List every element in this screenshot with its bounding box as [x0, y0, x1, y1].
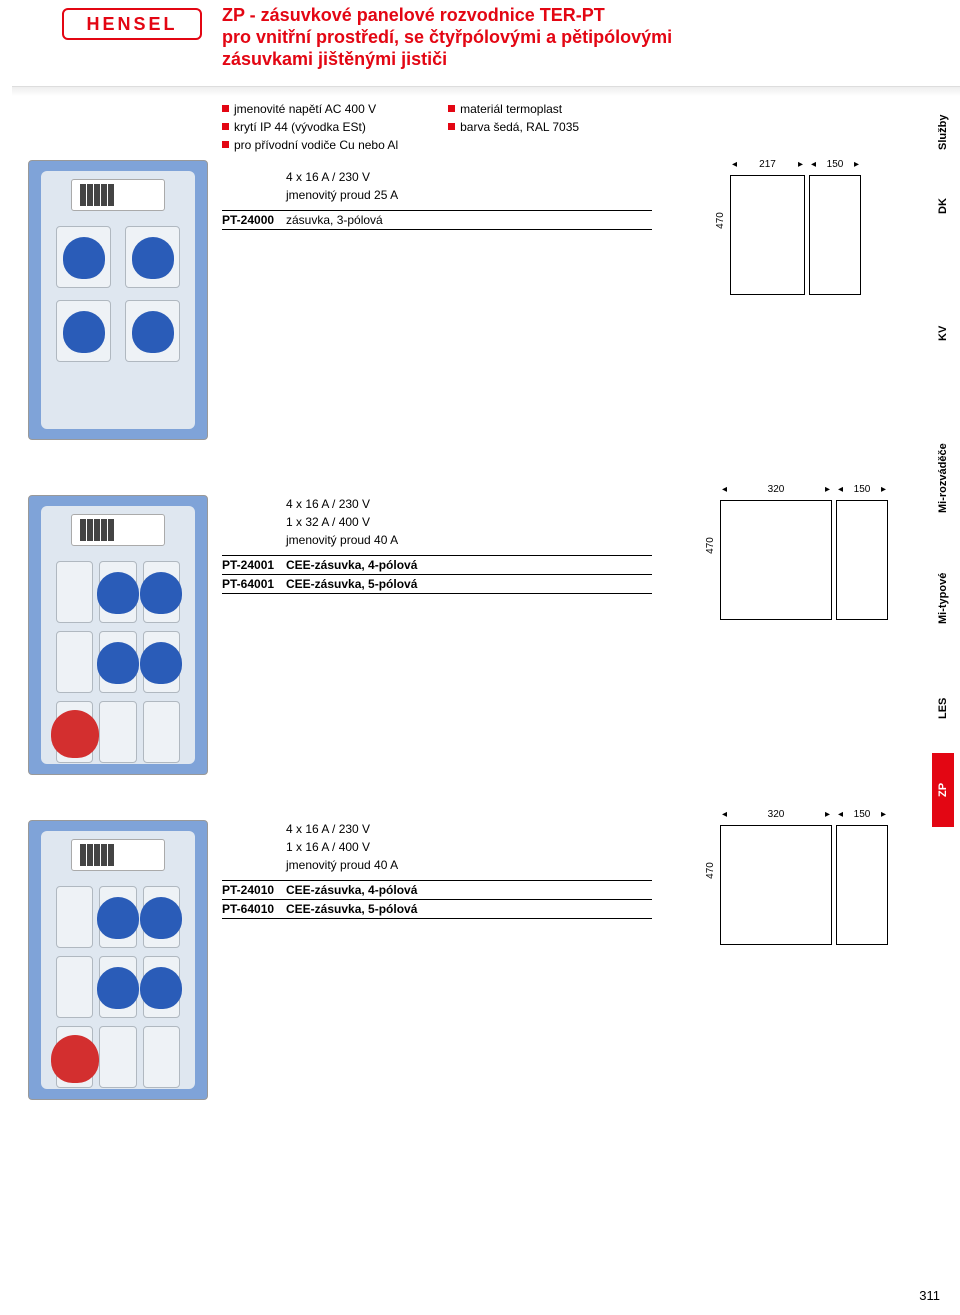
- spec-row: PT-24010 CEE-zásuvka, 4-pólová: [222, 881, 652, 900]
- spec-block-3: 4 x 16 A / 230 V 1 x 16 A / 400 V jmenov…: [222, 820, 652, 919]
- product-desc: CEE-zásuvka, 4-pólová: [286, 883, 652, 897]
- top-bullets: jmenovité napětí AC 400 V krytí IP 44 (v…: [222, 100, 712, 154]
- dimension-diagram-3: ◂320▸ 470 ◂150▸: [720, 825, 888, 945]
- brand-logo-text: HENSEL: [86, 14, 177, 35]
- title-line-1: ZP - zásuvkové panelové rozvodnice TER-P…: [222, 4, 860, 26]
- page-number: 311: [919, 1288, 940, 1303]
- bullet-item: barva šedá, RAL 7035: [448, 118, 579, 136]
- spec-line: jmenovitý proud 40 A: [222, 531, 652, 549]
- side-tab-zp[interactable]: ZP: [932, 753, 954, 827]
- product-desc: CEE-zásuvka, 4-pólová: [286, 558, 652, 572]
- dimension-diagram-2: ◂320▸ 470 ◂150▸: [720, 500, 888, 620]
- bullet-list-right: materiál termoplast barva šedá, RAL 7035: [448, 100, 579, 154]
- side-tab-sluzby[interactable]: Služby: [932, 95, 954, 169]
- bullet-item: jmenovité napětí AC 400 V: [222, 100, 398, 118]
- bullet-item: materiál termoplast: [448, 100, 579, 118]
- product-photo-3: [28, 820, 208, 1100]
- dim-width-1: 320: [729, 484, 823, 495]
- side-tab-dk[interactable]: DK: [932, 169, 954, 243]
- spec-line: 4 x 16 A / 230 V: [222, 168, 652, 186]
- side-tab-bar: Služby DK KV Mi-rozváděče Mi-typové LES …: [932, 95, 960, 827]
- title-line-2: pro vnitřní prostředí, se čtyřpólovými a…: [222, 26, 860, 48]
- spec-block-2: 4 x 16 A / 230 V 1 x 32 A / 400 V jmenov…: [222, 495, 652, 594]
- spec-line: jmenovitý proud 40 A: [222, 856, 652, 874]
- side-tab-kv[interactable]: KV: [932, 243, 954, 423]
- product-desc: CEE-zásuvka, 5-pólová: [286, 902, 652, 916]
- brand-logo: HENSEL: [62, 8, 202, 40]
- spec-line: 4 x 16 A / 230 V: [222, 820, 652, 838]
- product-code: PT-24001: [222, 558, 286, 572]
- bullet-list-left: jmenovité napětí AC 400 V krytí IP 44 (v…: [222, 100, 398, 154]
- side-tab-mi-rozvadece[interactable]: Mi-rozváděče: [932, 423, 954, 533]
- dim-width-2: 150: [818, 159, 852, 170]
- dim-width-1: 217: [739, 159, 796, 170]
- page-title-block: ZP - zásuvkové panelové rozvodnice TER-P…: [222, 4, 860, 70]
- side-tab-mi-typove[interactable]: Mi-typové: [932, 533, 954, 663]
- dim-height-2: 470: [705, 537, 716, 554]
- spec-row: PT-64010 CEE-zásuvka, 5-pólová: [222, 900, 652, 919]
- spec-block-1: 4 x 16 A / 230 V jmenovitý proud 25 A PT…: [222, 168, 652, 230]
- spec-row: PT-64001 CEE-zásuvka, 5-pólová: [222, 575, 652, 594]
- spec-row: PT-24000 zásuvka, 3-pólová: [222, 211, 652, 230]
- spec-line: 4 x 16 A / 230 V: [222, 495, 652, 513]
- product-photo-2: [28, 495, 208, 775]
- dim-height-3: 470: [705, 862, 716, 879]
- product-desc: CEE-zásuvka, 5-pólová: [286, 577, 652, 591]
- dim-width-1: 320: [729, 809, 823, 820]
- side-tab-les[interactable]: LES: [932, 663, 954, 753]
- spec-row: PT-24001 CEE-zásuvka, 4-pólová: [222, 556, 652, 575]
- product-photo-1: [28, 160, 208, 440]
- title-line-3: zásuvkami jištěnými jističi: [222, 48, 860, 70]
- dim-width-2: 150: [845, 809, 879, 820]
- product-desc: zásuvka, 3-pólová: [286, 213, 652, 227]
- product-code: PT-64001: [222, 577, 286, 591]
- header-divider: [12, 86, 960, 96]
- dimension-diagram-1: ◂217▸ 470 ◂150▸: [730, 175, 861, 295]
- dim-width-2: 150: [845, 484, 879, 495]
- bullet-item: krytí IP 44 (vývodka ESt): [222, 118, 398, 136]
- product-code: PT-24010: [222, 883, 286, 897]
- product-code: PT-24000: [222, 213, 286, 227]
- product-code: PT-64010: [222, 902, 286, 916]
- spec-line: 1 x 32 A / 400 V: [222, 513, 652, 531]
- spec-line: 1 x 16 A / 400 V: [222, 838, 652, 856]
- bullet-item: pro přívodní vodiče Cu nebo Al: [222, 136, 398, 154]
- dim-height-1: 470: [715, 212, 726, 229]
- spec-line: jmenovitý proud 25 A: [222, 186, 652, 204]
